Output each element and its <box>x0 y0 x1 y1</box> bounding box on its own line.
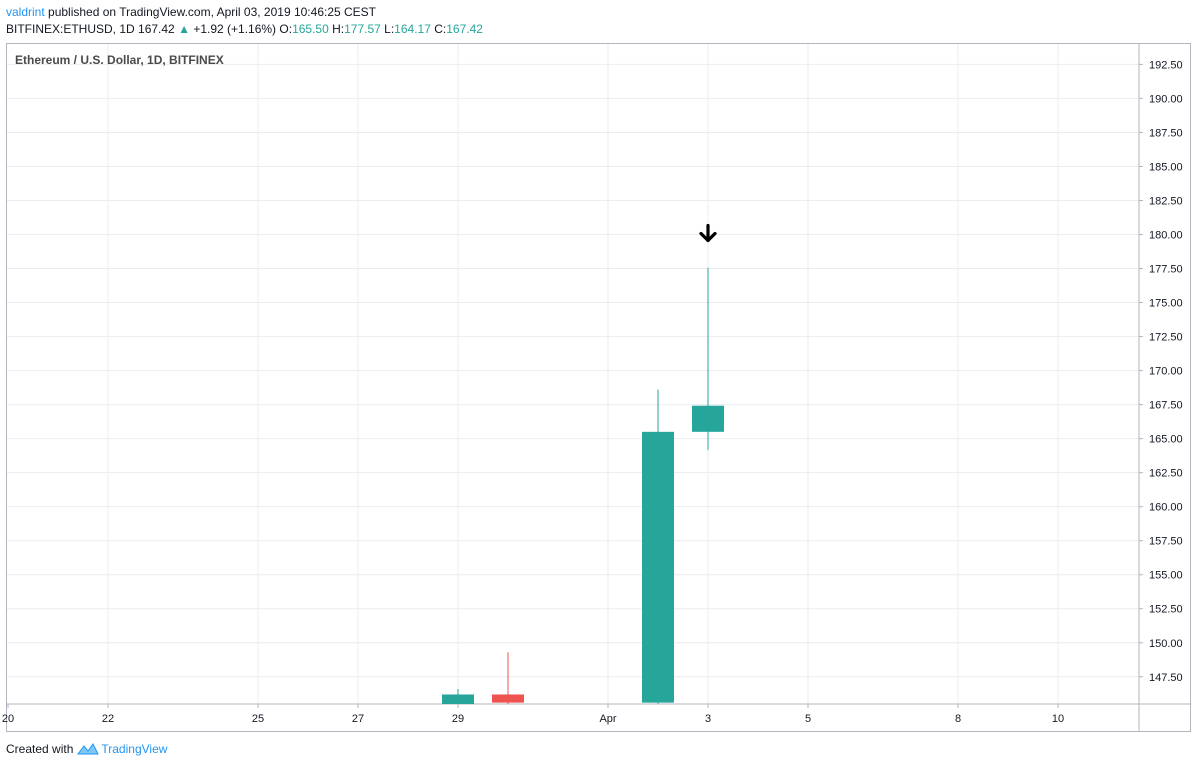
y-tick-label: 165.00 <box>1149 434 1183 446</box>
y-tick-label: 172.50 <box>1149 332 1183 344</box>
x-tick-label: 8 <box>955 713 961 725</box>
y-tick-label: 187.50 <box>1149 127 1183 139</box>
y-tick-label: 177.50 <box>1149 264 1183 276</box>
y-tick-label: 162.50 <box>1149 468 1183 480</box>
chart-legend-title: Ethereum / U.S. Dollar, 1D, BITFINEX <box>15 53 224 67</box>
x-tick-label: 29 <box>452 713 464 725</box>
last-price: 167.42 <box>138 22 175 36</box>
x-tick-label: 5 <box>805 713 811 725</box>
footer: Created with TradingView <box>6 742 167 756</box>
y-tick-label: 192.50 <box>1149 59 1183 71</box>
up-triangle-icon: ▲ <box>178 22 190 36</box>
y-tick-label: 182.50 <box>1149 195 1183 207</box>
y-tick-label: 185.00 <box>1149 161 1183 173</box>
low-label: L: <box>384 22 395 36</box>
y-tick-label: 147.50 <box>1149 672 1183 684</box>
low-value: 164.17 <box>394 22 431 36</box>
y-tick-label: 157.50 <box>1149 536 1183 548</box>
y-tick-label: 175.00 <box>1149 298 1183 310</box>
candle-body <box>642 431 674 703</box>
candles-group <box>442 267 724 704</box>
x-tick-label: 25 <box>252 713 264 725</box>
price-change: +1.92 (+1.16%) <box>193 22 277 36</box>
publish-info: published on TradingView.com, April 03, … <box>44 5 377 19</box>
candle-body <box>442 694 474 704</box>
author-link[interactable]: valdrint <box>6 5 45 19</box>
open-label: O: <box>279 22 293 36</box>
symbol-label: BITFINEX:ETHUSD, 1D <box>6 22 135 36</box>
arrow-down-icon <box>699 223 717 243</box>
tradingview-logo-icon <box>77 743 100 755</box>
high-value: 177.57 <box>344 22 381 36</box>
candle-body <box>692 405 724 432</box>
open-value: 165.50 <box>292 22 329 36</box>
chart-frame <box>6 43 1191 732</box>
high-label: H: <box>332 22 345 36</box>
y-tick-label: 170.00 <box>1149 366 1183 378</box>
x-tick-label: 27 <box>352 713 364 725</box>
y-tick-label: 190.00 <box>1149 93 1183 105</box>
x-tick-label: 22 <box>102 713 114 725</box>
y-tick-label: 167.50 <box>1149 400 1183 412</box>
close-label: C: <box>434 22 447 36</box>
tradingview-link[interactable]: TradingView <box>77 742 167 756</box>
tradingview-brand-label: TradingView <box>101 742 168 756</box>
x-tick-label: Apr <box>599 713 616 725</box>
candle-body <box>492 694 524 703</box>
x-tick-label: 10 <box>1052 713 1064 725</box>
publish-line: valdrint published on TradingView.com, A… <box>6 5 376 19</box>
y-tick-label: 180.00 <box>1149 230 1183 242</box>
y-tick-label: 160.00 <box>1149 502 1183 514</box>
y-tick-label: 150.00 <box>1149 638 1183 650</box>
created-with-label: Created with <box>6 742 74 756</box>
x-tick-label: 3 <box>705 713 711 725</box>
close-value: 167.42 <box>446 22 483 36</box>
x-tick-label: 20 <box>2 713 14 725</box>
y-tick-label: 152.50 <box>1149 604 1183 616</box>
y-tick-label: 155.00 <box>1149 570 1183 582</box>
symbol-line: BITFINEX:ETHUSD, 1D 167.42 ▲ +1.92 (+1.1… <box>6 22 483 36</box>
